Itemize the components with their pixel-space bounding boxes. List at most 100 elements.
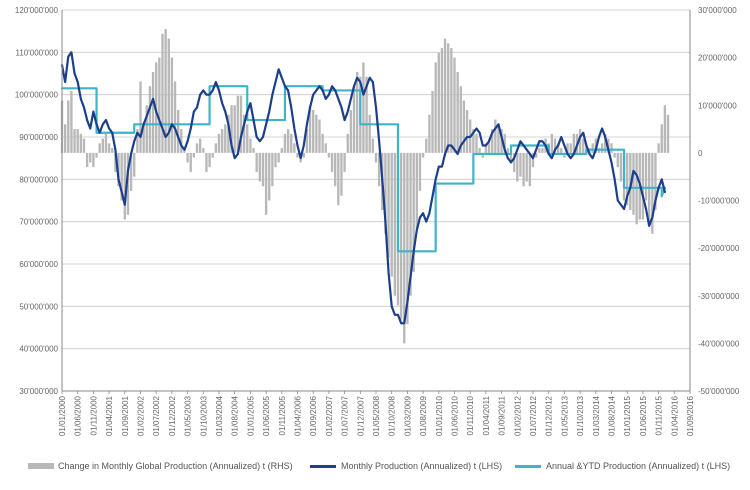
x-tick-label: 01/11/2010 xyxy=(466,395,475,435)
right-axis-ticks: -50'000'000 -40'000'000 -30'000'000 -20'000… xyxy=(698,6,740,396)
bar xyxy=(164,29,167,153)
x-tick-label: 01/05/2008 xyxy=(372,395,381,436)
bar xyxy=(264,152,268,215)
bar xyxy=(660,124,663,153)
bar xyxy=(198,138,202,153)
bar xyxy=(484,143,488,153)
bar xyxy=(563,152,566,158)
x-tick-label: 01/12/2002 xyxy=(168,395,177,436)
legend: Change in Monthly Global Production (Ann… xyxy=(0,455,750,479)
bar xyxy=(277,152,280,163)
right-tick-label: 10'000'000 xyxy=(698,101,737,110)
bar xyxy=(478,148,481,153)
bar xyxy=(280,148,283,153)
x-tick-label: 01/01/2010 xyxy=(435,395,444,436)
bar xyxy=(104,133,108,153)
bar xyxy=(324,143,327,153)
bar xyxy=(126,152,130,215)
x-tick-label: 01/09/2006 xyxy=(309,395,318,436)
line-annual-ytd-production xyxy=(60,85,666,253)
bar xyxy=(399,152,403,320)
bar xyxy=(475,133,478,153)
bar xyxy=(148,86,152,153)
x-tick-label: 01/08/2009 xyxy=(419,395,428,436)
x-tick-label: 01/07/2012 xyxy=(529,395,538,436)
bar xyxy=(443,38,447,153)
bar xyxy=(321,133,324,153)
bar xyxy=(572,133,575,153)
bar xyxy=(177,110,180,153)
legend-label-change: Change in Monthly Global Production (Ann… xyxy=(58,461,293,471)
left-tick-label: 80'000'000 xyxy=(19,175,58,184)
bar xyxy=(431,90,434,153)
legend-swatch-monthly xyxy=(310,464,336,468)
x-tick-label: 01/05/2013 xyxy=(560,395,569,436)
bar xyxy=(89,152,92,163)
bar xyxy=(170,57,174,153)
x-tick-label: 01/04/2006 xyxy=(294,395,303,436)
bar xyxy=(195,143,199,153)
bar xyxy=(133,152,136,177)
bar xyxy=(67,100,70,153)
bar xyxy=(644,152,648,201)
bar xyxy=(220,129,224,153)
bar xyxy=(82,138,86,153)
bar xyxy=(409,152,412,296)
x-tick-label: 01/12/2007 xyxy=(356,395,365,436)
legend-item-change: Change in Monthly Global Production (Ann… xyxy=(28,461,293,471)
bar xyxy=(355,71,359,153)
left-tick-label: 120'000'000 xyxy=(15,6,59,15)
bar xyxy=(566,143,569,153)
x-tick-label: 01/06/2005 xyxy=(262,395,271,436)
right-tick-label: 20'000'000 xyxy=(698,54,737,63)
bar xyxy=(173,81,177,153)
right-tick-label: -40'000'000 xyxy=(698,339,740,348)
bar xyxy=(619,152,623,182)
bar xyxy=(308,105,312,153)
right-tick-label: -50'000'000 xyxy=(698,387,740,396)
left-tick-label: 30'000'000 xyxy=(19,387,58,396)
bar xyxy=(403,152,406,344)
bar xyxy=(340,152,343,196)
line-series-group xyxy=(60,51,666,325)
bar xyxy=(368,114,371,153)
x-tick-label: 01/10/2003 xyxy=(199,395,208,436)
bar xyxy=(255,152,258,172)
bar xyxy=(261,152,265,187)
bar xyxy=(600,143,604,153)
bar xyxy=(79,133,83,153)
left-tick-label: 90'000'000 xyxy=(19,133,58,142)
x-axis-ticks: 01/01/2000 01/06/2000 01/11/2000 01/04/2001… xyxy=(58,391,695,436)
bar xyxy=(227,114,230,153)
bar xyxy=(236,95,240,153)
bar xyxy=(406,152,409,325)
bar xyxy=(242,114,246,153)
right-tick-label: -20'000'000 xyxy=(698,244,740,253)
legend-label-annual: Annual &YTD Production (Annualized) t (L… xyxy=(546,461,731,471)
legend-item-monthly: Monthly Production (Annualized) t (LHS) xyxy=(310,461,502,471)
right-tick-label: -30'000'000 xyxy=(698,292,740,301)
x-tick-label: 01/04/2016 xyxy=(670,395,679,436)
bar xyxy=(95,152,98,158)
x-tick-label: 01/11/2005 xyxy=(278,395,287,435)
bar-series-change xyxy=(60,29,670,344)
bar xyxy=(214,143,218,153)
bar xyxy=(142,124,145,153)
bar xyxy=(334,152,337,187)
bar xyxy=(456,71,459,153)
bar xyxy=(205,152,208,172)
bar xyxy=(365,76,368,153)
bar xyxy=(491,129,494,153)
x-tick-label: 01/01/2005 xyxy=(246,395,255,436)
right-tick-label: -10'000'000 xyxy=(698,197,740,206)
bar xyxy=(330,152,334,172)
bar xyxy=(629,152,632,211)
bar xyxy=(352,86,356,153)
bar xyxy=(374,152,378,163)
bar xyxy=(202,148,205,153)
bar xyxy=(246,124,249,153)
bar xyxy=(610,143,613,153)
bar xyxy=(327,152,331,158)
bar xyxy=(371,138,375,153)
bar xyxy=(249,138,252,153)
